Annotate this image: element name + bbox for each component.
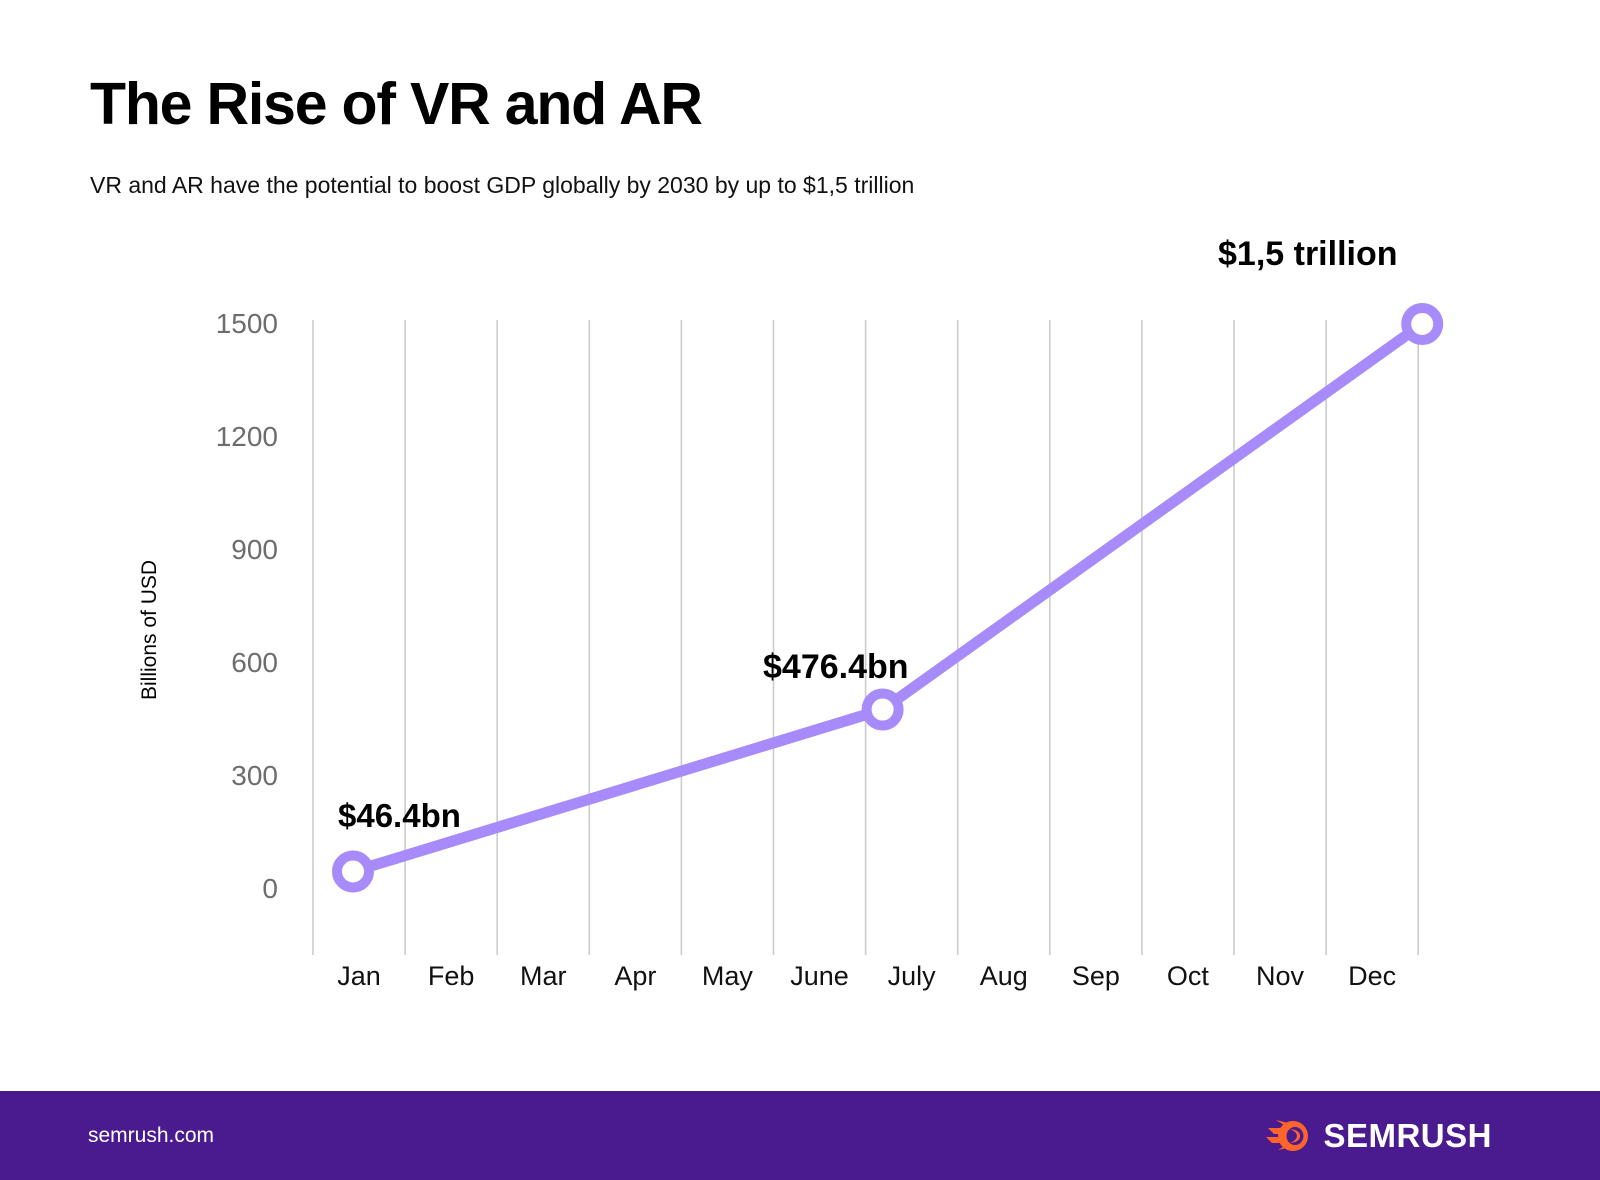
x-axis-tick-label: July xyxy=(887,961,936,991)
chart-gridlines xyxy=(312,320,1419,955)
data-label-jan: $46.4bn xyxy=(338,797,461,834)
x-axis-tick-label: June xyxy=(790,961,849,991)
y-axis-tick-label: 300 xyxy=(231,760,278,791)
x-axis-tick-label: Nov xyxy=(1256,961,1305,991)
x-axis-tick-label: Mar xyxy=(520,961,567,991)
data-point-marker[interactable] xyxy=(861,688,904,731)
header: The Rise of VR and AR VR and AR have the… xyxy=(90,71,1490,199)
x-axis-tick-label: Feb xyxy=(427,961,475,991)
page-title: The Rise of VR and AR xyxy=(90,71,703,137)
y-axis-tick-label: 1500 xyxy=(215,308,278,339)
semrush-comet-icon xyxy=(1266,1119,1309,1151)
x-axis-tick-label: Aug xyxy=(979,961,1028,991)
x-axis-tick-label: Oct xyxy=(1166,961,1209,991)
x-axis-tick-label: Sep xyxy=(1071,961,1120,991)
y-axis-tick-label: 0 xyxy=(262,873,278,904)
chart-canvas xyxy=(312,303,1444,955)
data-point-marker[interactable] xyxy=(332,850,374,893)
page-subtitle: VR and AR have the potential to boost GD… xyxy=(90,171,915,198)
semrush-wordmark: SEMRUSH xyxy=(1323,1116,1492,1154)
x-axis-tick-label: Dec xyxy=(1348,961,1397,991)
x-axis-tick-label: Apr xyxy=(614,961,657,991)
y-axis-tick-label: 1200 xyxy=(215,421,278,452)
data-label-final: $1,5 trillion xyxy=(1218,235,1398,273)
data-label-july: $476.4bn xyxy=(763,648,909,686)
y-axis-tick-label: 900 xyxy=(231,534,278,565)
chart-markers xyxy=(332,303,1444,893)
y-axis-title: Billions of USD xyxy=(138,559,161,700)
line-chart: Billions of USD 1500 1200 900 600 300 0 Jan Fe… xyxy=(138,235,1444,991)
footer-website-link[interactable]: semrush.com xyxy=(88,1123,215,1147)
data-point-marker[interactable] xyxy=(1401,303,1444,345)
chart-series xyxy=(347,318,1428,878)
semrush-logo: SEMRUSH xyxy=(1266,1117,1492,1155)
y-axis-tick-label: 600 xyxy=(231,647,278,678)
footer-bar: semrush.com SEMRUSH xyxy=(0,1091,1600,1180)
x-axis-tick-label: Jan xyxy=(337,961,381,991)
series-line xyxy=(347,318,1428,878)
x-axis-tick-label: May xyxy=(701,961,753,991)
